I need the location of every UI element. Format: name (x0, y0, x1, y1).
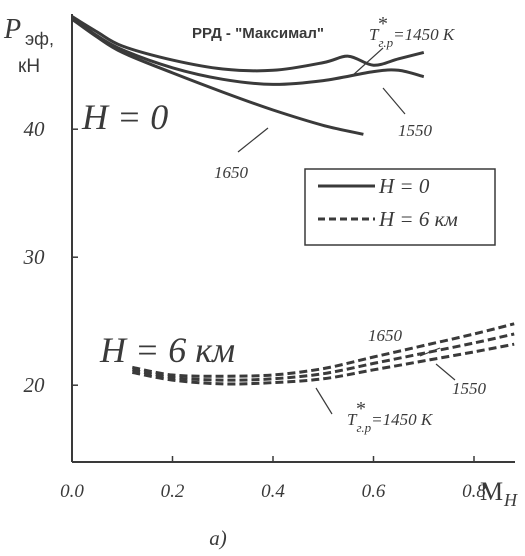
annotation-t1550-top: 1550 (398, 121, 433, 140)
region-label-h0: H = 0 (81, 97, 168, 137)
series-line-h6-t1450 (132, 342, 515, 386)
y-tick-label: 20 (24, 373, 46, 397)
region-label-h6: H = 6 км (99, 330, 235, 370)
annotation-t1550-bottom: 1550 (452, 379, 487, 398)
axis-ticks: 0.0 0.2 0.4 0.6 0.8 20 30 40 (23, 117, 487, 502)
annotation-t1450-top-sup: * (378, 13, 388, 35)
x-axis-label-main: M (480, 477, 503, 506)
x-tick-label: 0.0 (60, 481, 84, 502)
annotation-t1650-top: 1650 (214, 163, 249, 182)
y-tick-label: 40 (24, 117, 46, 141)
y-axis-label-sub: эф, (25, 29, 54, 49)
annotation-t1450-top: Tг.р=1450 K (369, 25, 456, 50)
legend-label-h0: H = 0 (378, 174, 430, 198)
annotation-t1450-bottom: Tг.р=1450 K (347, 410, 434, 435)
y-axis-label-unit: кН (18, 56, 40, 77)
series-line-h0-t1650 (71, 17, 364, 136)
legend-label-h6: H = 6 км (378, 207, 458, 231)
y-tick-label: 30 (23, 245, 46, 269)
annotation-t1650-bottom: 1650 (368, 326, 403, 345)
x-axis-label-sub: H (503, 490, 518, 510)
x-tick-label: 0.2 (161, 481, 185, 502)
chart-title: РРД - "Максимал" (192, 25, 324, 42)
y-axis-label-main: P (3, 14, 21, 45)
annotation-t1450-bottom-sup: * (356, 398, 366, 420)
x-tick-label: 0.4 (261, 481, 285, 502)
legend-box (304, 168, 496, 246)
series-line-h0-t1450 (71, 15, 425, 73)
x-tick-label: 0.8 (462, 481, 486, 502)
annotation-leaders (237, 47, 456, 415)
series-line-h6-t1650 (132, 322, 515, 378)
series-layer (71, 15, 515, 386)
series-line-h6-t1550 (132, 332, 515, 382)
x-tick-label: 0.6 (362, 481, 386, 502)
figure-caption: а) (209, 526, 227, 550)
legend: H = 0 H = 6 км (304, 168, 496, 246)
